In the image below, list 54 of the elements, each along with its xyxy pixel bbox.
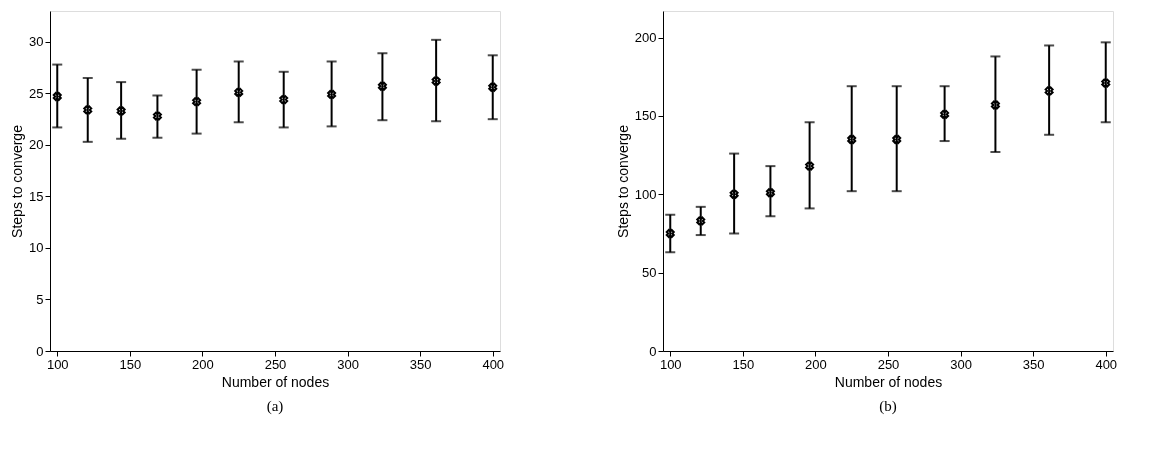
point xyxy=(990,100,1000,110)
point xyxy=(192,97,202,107)
y-axis-title: Steps to converge xyxy=(614,124,631,238)
point xyxy=(52,92,62,102)
point xyxy=(152,111,162,121)
x-tick-label: 350 xyxy=(1022,356,1045,372)
x-tick-label: 350 xyxy=(409,356,432,372)
text: (b) xyxy=(879,398,897,415)
y-tick-label: 25 xyxy=(29,85,44,101)
point xyxy=(234,87,244,97)
y-tick-label: 50 xyxy=(642,265,657,281)
y-tick-label: 15 xyxy=(29,188,44,204)
x-tick-label: 400 xyxy=(482,356,505,372)
x-tick-label: 200 xyxy=(192,356,214,372)
point xyxy=(765,188,775,198)
point xyxy=(665,228,675,238)
point xyxy=(488,82,498,92)
x-tick-label: 300 xyxy=(337,356,359,372)
y-tick-label: 200 xyxy=(634,30,657,46)
x-axis-title: Number of nodes xyxy=(221,373,330,390)
x-tick-label: 100 xyxy=(659,356,682,372)
x-tick-label: 100 xyxy=(46,356,69,372)
point xyxy=(1101,78,1111,88)
point xyxy=(940,109,950,119)
x-tick-label: 150 xyxy=(119,356,142,372)
point xyxy=(805,161,815,171)
point xyxy=(892,134,902,144)
text: (a) xyxy=(266,398,284,415)
y-tick-label: 150 xyxy=(634,108,657,124)
point xyxy=(327,89,337,99)
x-axis-title: Number of nodes xyxy=(834,373,943,390)
y-tick-label: 5 xyxy=(36,291,44,307)
y-tick-label: 0 xyxy=(36,343,44,359)
x-tick-label: 250 xyxy=(877,356,900,372)
point xyxy=(377,81,387,91)
point xyxy=(431,76,441,86)
point xyxy=(696,216,706,226)
y-tick-label: 100 xyxy=(634,186,657,202)
point xyxy=(83,105,93,115)
x-tick-label: 200 xyxy=(805,356,827,372)
y-tick-label: 20 xyxy=(29,137,44,153)
x-tick-label: 250 xyxy=(264,356,287,372)
point xyxy=(729,189,739,199)
point xyxy=(1044,86,1054,96)
point xyxy=(279,95,289,105)
y-axis-title: Steps to converge xyxy=(9,124,26,238)
x-tick-label: 300 xyxy=(950,356,972,372)
y-tick-label: 0 xyxy=(649,343,657,359)
y-tick-label: 30 xyxy=(29,34,44,50)
x-tick-label: 150 xyxy=(732,356,755,372)
y-tick-label: 10 xyxy=(29,240,44,256)
point xyxy=(847,134,857,144)
x-tick-label: 400 xyxy=(1095,356,1118,372)
point xyxy=(116,106,126,116)
